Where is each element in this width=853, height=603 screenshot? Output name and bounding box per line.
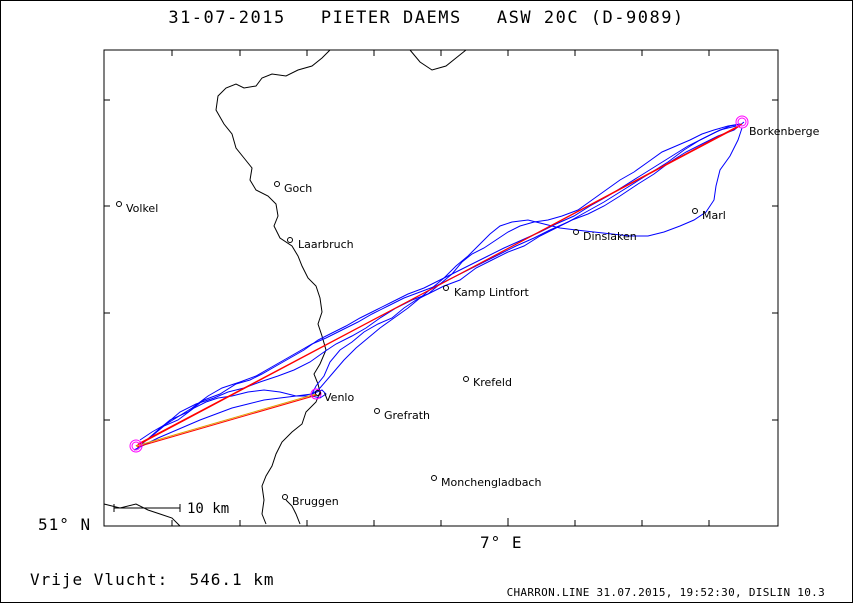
place-label-volkel: Volkel: [126, 202, 158, 215]
place-label-krefeld: Krefeld: [473, 376, 512, 389]
task-lines: [135, 123, 743, 448]
border-line: [215, 49, 331, 525]
place-label-dinslaken: Dinslaken: [583, 230, 637, 243]
place-label-venlo: Venlo: [324, 391, 354, 404]
flight-distance: Vrije Vlucht: 546.1 km: [30, 570, 275, 589]
place-label-marl: Marl: [702, 209, 726, 222]
place-marker-marl: [692, 208, 698, 214]
place-marker-kamp-lintfort: [443, 285, 449, 291]
place-markers: Goch Volkel Laarbruch Kamp Lintfort Kref…: [116, 125, 820, 508]
place-marker-grefrath: [374, 408, 380, 414]
border-line-west: [103, 503, 181, 527]
flight-track: [133, 121, 745, 451]
footer-info: CHARRON.LINE 31.07.2015, 19:52:30, DISLI…: [506, 586, 825, 599]
scale-bar-label: 10 km: [187, 501, 229, 517]
place-label-laarbruch: Laarbruch: [298, 238, 354, 251]
scale-bar: 10 km: [113, 501, 229, 517]
place-label-bruggen: Bruggen: [292, 495, 339, 508]
x-axis-label: 7° E: [480, 533, 523, 552]
page-title: 31-07-2015 PIETER DAEMS ASW 20C (D-9089): [168, 8, 685, 28]
turnpoint-start-marker: [129, 439, 143, 453]
place-marker-venlo: [315, 390, 321, 396]
turnpoint-venlo-marker: [310, 388, 322, 400]
place-marker-goch: [274, 181, 280, 187]
place-label-monchengladbach: Monchengladbach: [441, 476, 541, 489]
place-marker-dinslaken: [573, 229, 579, 235]
axis-ticks: [104, 50, 778, 526]
place-label-goch: Goch: [284, 182, 312, 195]
place-marker-volkel: [116, 201, 122, 207]
place-label-grefrath: Grefrath: [384, 409, 430, 422]
border-line-north: [409, 49, 467, 71]
place-marker-monchengladbach: [431, 475, 437, 481]
place-marker-bruggen: [282, 494, 288, 500]
place-label-kamp-lintfort: Kamp Lintfort: [454, 286, 530, 299]
place-marker-laarbruch: [287, 237, 293, 243]
border-line-south: [285, 499, 301, 525]
place-label-borkenberge: Borkenberge: [749, 125, 820, 138]
turnpoints: [129, 115, 749, 453]
place-marker-krefeld: [463, 376, 469, 382]
y-axis-label: 51° N: [38, 515, 92, 534]
turnpoint-borkenberge-marker: [735, 115, 749, 129]
